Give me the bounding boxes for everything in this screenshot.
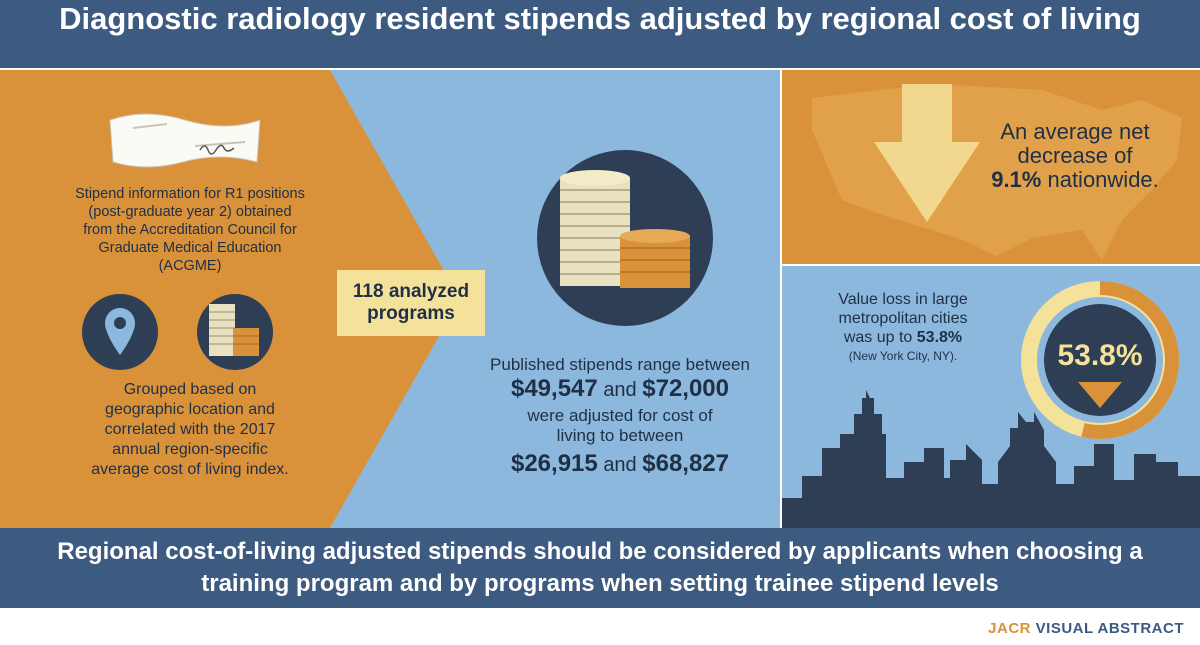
bottom-strip: [0, 608, 1200, 645]
gauge-arc: [1021, 281, 1179, 439]
adjusted-range-intro: were adjusted for cost of living to betw…: [527, 406, 713, 445]
coins-icon: [537, 150, 713, 326]
gauge-value: 53.8%: [1057, 339, 1143, 372]
page-title: Diagnostic radiology resident stipends a…: [59, 1, 1141, 36]
metro-loss-text: Value loss in large metropolitan cities …: [838, 291, 968, 363]
header-bar: [0, 0, 1200, 68]
published-range-intro: Published stipends range between: [490, 355, 750, 374]
jacr-brand-logo: JACR VISUAL ABSTRACT: [988, 620, 1184, 637]
header-divider: [0, 68, 1200, 70]
down-arrow-icon: [874, 84, 980, 222]
adjusted-range-values: $26,915 and $68,827: [510, 450, 730, 477]
city-skyline-icon: [782, 390, 1200, 528]
conclusion-text: Regional cost-of-living adjusted stipend…: [57, 538, 1143, 597]
programs-badge: [337, 270, 485, 336]
value-loss-gauge: [1021, 281, 1179, 439]
location-pin-icon: [82, 294, 158, 370]
programs-count-text: 118 analyzed programs: [352, 281, 470, 324]
gauge-down-arrow-icon: [1078, 382, 1122, 408]
acgme-source-text: Stipend information for R1 positions (po…: [75, 186, 305, 274]
footer-bar: [0, 528, 1200, 608]
coin-stacks-icon: [197, 294, 273, 370]
net-decrease-text: An average net decrease of 9.1% nationwi…: [991, 119, 1159, 192]
grouping-text: Grouped based on geographic location and…: [91, 381, 289, 478]
check-document-icon: [109, 113, 261, 168]
published-range-values: $49,547 and $72,000: [510, 375, 730, 402]
